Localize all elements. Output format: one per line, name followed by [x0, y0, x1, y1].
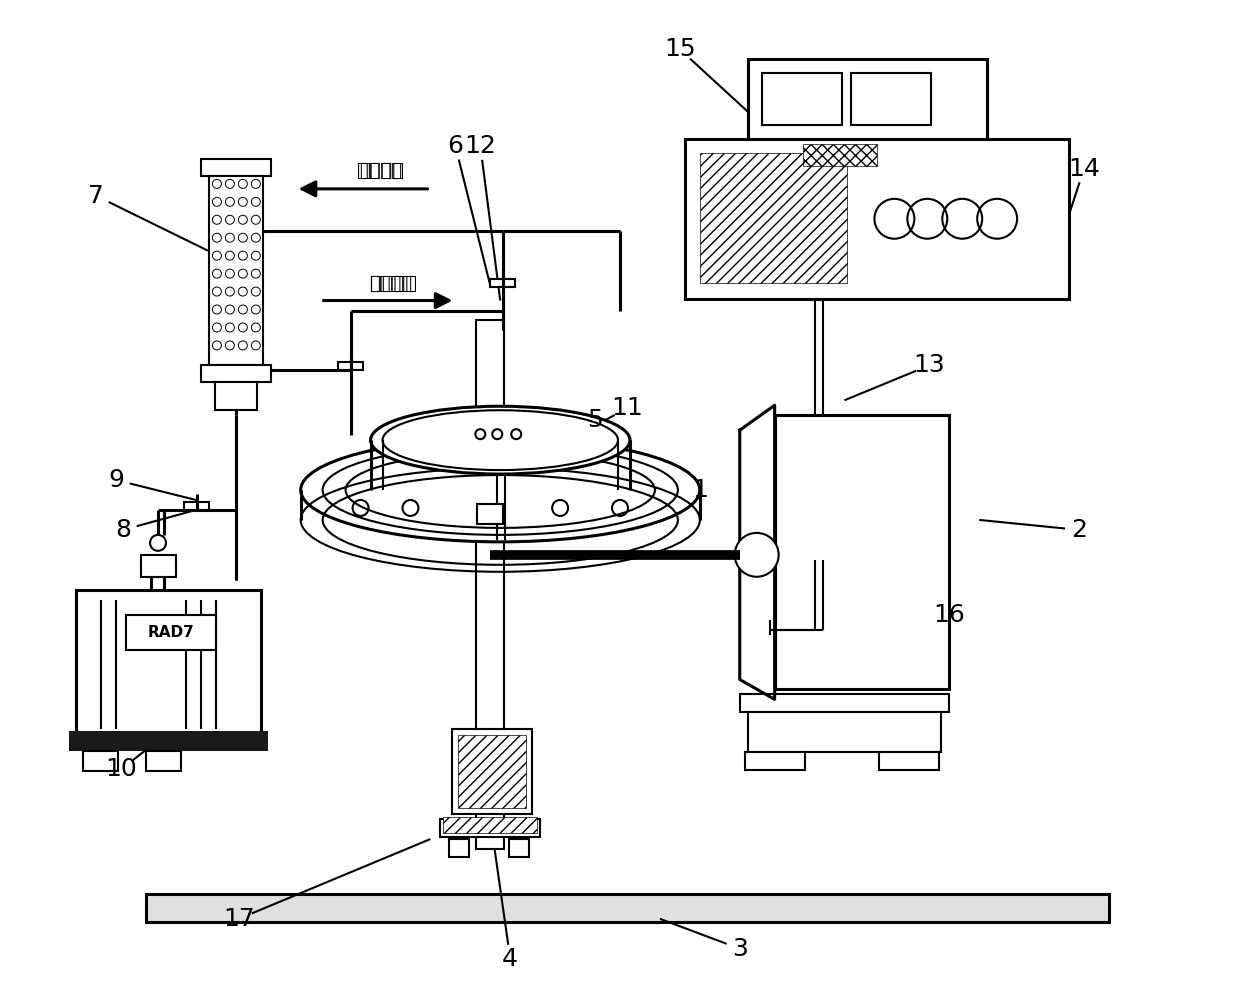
Bar: [740, 694, 950, 712]
Bar: [477, 504, 503, 524]
Circle shape: [735, 532, 779, 577]
Bar: [444, 817, 537, 833]
Bar: [775, 415, 950, 689]
Bar: [69, 732, 268, 751]
Ellipse shape: [301, 438, 699, 542]
Text: 10: 10: [105, 757, 136, 781]
Bar: [449, 839, 469, 857]
Bar: [684, 139, 1069, 299]
Bar: [490, 279, 516, 287]
Text: 3: 3: [732, 937, 748, 960]
Bar: [852, 73, 931, 125]
Bar: [748, 59, 987, 139]
Bar: [201, 366, 270, 383]
Text: 气流方向: 气流方向: [370, 274, 412, 293]
Bar: [126, 614, 216, 650]
Bar: [459, 736, 526, 809]
Polygon shape: [740, 405, 775, 699]
Text: 气流方向: 气流方向: [360, 162, 402, 179]
Bar: [208, 176, 263, 366]
Bar: [337, 363, 362, 371]
Text: 11: 11: [611, 396, 642, 420]
Bar: [453, 730, 532, 814]
Bar: [699, 153, 847, 283]
Bar: [802, 144, 878, 166]
Text: 14: 14: [1068, 157, 1100, 180]
Bar: [879, 752, 939, 770]
Bar: [83, 751, 118, 771]
Bar: [76, 590, 260, 735]
Bar: [745, 752, 805, 770]
Text: 13: 13: [914, 353, 945, 378]
Text: 2: 2: [1071, 518, 1087, 542]
Text: 16: 16: [934, 602, 965, 627]
Bar: [184, 502, 208, 510]
Bar: [510, 839, 529, 857]
Bar: [748, 712, 941, 752]
Bar: [440, 819, 541, 837]
Text: 15: 15: [665, 37, 696, 61]
Text: 气流方向: 气流方向: [370, 274, 417, 293]
Bar: [146, 751, 181, 771]
Text: RAD7: RAD7: [148, 625, 195, 640]
Text: 8: 8: [115, 518, 131, 542]
Text: 12: 12: [464, 134, 496, 158]
Bar: [141, 555, 176, 577]
Text: 9: 9: [108, 468, 124, 492]
Text: 1: 1: [692, 478, 708, 502]
Bar: [146, 894, 1109, 922]
Bar: [201, 159, 270, 176]
Text: 6: 6: [448, 134, 464, 158]
Text: 5: 5: [588, 408, 603, 432]
Bar: [215, 383, 257, 410]
Text: 4: 4: [502, 947, 518, 970]
Bar: [761, 73, 842, 125]
Ellipse shape: [371, 406, 630, 474]
Bar: [476, 320, 505, 849]
Text: 17: 17: [223, 907, 254, 931]
Text: 7: 7: [88, 183, 104, 208]
Text: 气流方向: 气流方向: [357, 162, 404, 180]
